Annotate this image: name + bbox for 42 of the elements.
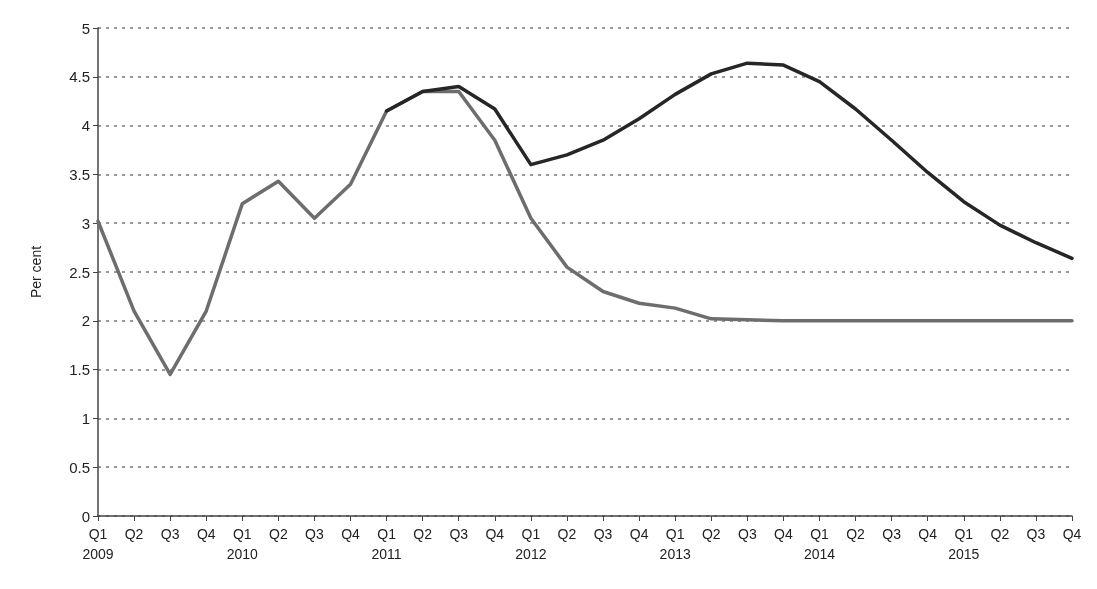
line-series (384, 61, 1074, 261)
y-tick-label: 4 (81, 117, 90, 135)
x-tick-label: Q2 (413, 526, 433, 542)
y-tick-label: 1 (81, 409, 90, 427)
x-tick-label: Q1 2009 (82, 526, 114, 562)
x-tick-label: Q1 2010 (226, 526, 259, 562)
x-tick-label: Q1 2015 (948, 526, 980, 562)
x-tick-label: Q2 (990, 526, 1010, 542)
y-tick-label: 0 (81, 507, 90, 525)
x-tick-label: Q3 (305, 526, 324, 542)
y-axis-title: Per cent (28, 245, 44, 299)
x-tick-label: Q2 (269, 526, 288, 542)
y-tick-label: 5 (81, 19, 90, 37)
y-tick-label: 0.5 (69, 458, 90, 476)
x-tick-label: Q2 (846, 526, 866, 542)
x-tick-label: Q4 (485, 526, 505, 542)
x-tick-label: Q4 (774, 526, 793, 542)
x-tick-label: Q1 2014 (803, 526, 836, 562)
x-tick-label: Q1 2012 (515, 526, 547, 562)
x-tick-label: Q4 (1062, 526, 1082, 542)
x-tick-label: Q4 (918, 526, 938, 542)
y-tick-label: 3.5 (69, 165, 90, 183)
line-series (96, 89, 1074, 377)
x-tick-label: Q1 2011 (371, 526, 402, 562)
x-tick-label: Q2 (557, 526, 577, 542)
y-tick-label: 4.5 (69, 68, 90, 86)
x-tick-label: Q3 (1026, 526, 1046, 542)
x-tick-label: Q3 (882, 526, 902, 542)
y-tick-label: 2 (81, 312, 90, 330)
x-tick-label: Q1 2013 (659, 526, 691, 562)
y-tick-label: 1.5 (69, 361, 90, 379)
x-tick-label: Q2 (124, 526, 144, 542)
x-tick-label: Q3 (593, 526, 613, 542)
x-tick-label: Q3 (160, 526, 180, 542)
x-tick-label: Q3 (737, 526, 757, 542)
x-tick-label: Q4 (629, 526, 649, 542)
y-tick-label: 2.5 (69, 263, 90, 281)
x-tick-label: Q4 (196, 526, 216, 542)
x-tick-label: Q3 (449, 526, 469, 542)
x-tick-label: Q2 (701, 526, 721, 542)
y-tick-label: 3 (81, 214, 90, 232)
x-tick-label: Q4 (341, 526, 361, 542)
